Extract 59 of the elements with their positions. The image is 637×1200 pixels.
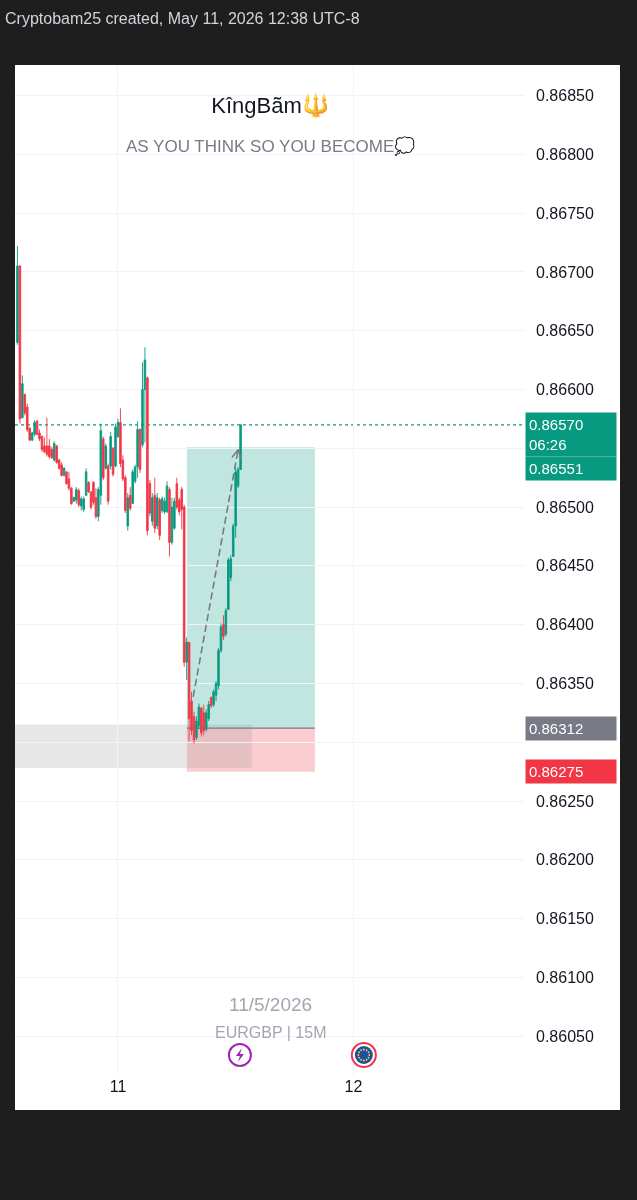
candlestick bbox=[21, 374, 24, 419]
candlestick bbox=[146, 376, 149, 536]
y-tick-label: 0.86800 bbox=[536, 145, 594, 163]
y-tick-label: 0.86650 bbox=[536, 322, 594, 340]
text: AS YOU THINK SO YOU BECOME💭 bbox=[126, 136, 416, 157]
candlestick bbox=[126, 492, 130, 532]
y-tick-label: 0.86250 bbox=[536, 792, 594, 810]
candlestick bbox=[77, 487, 80, 508]
text: 0.86275 bbox=[529, 763, 584, 780]
y-tick-label: 0.86050 bbox=[536, 1027, 594, 1045]
candlestick bbox=[109, 431, 112, 470]
candlestick bbox=[158, 497, 161, 541]
y-tick-label: 0.86500 bbox=[536, 498, 594, 516]
candlestick bbox=[209, 695, 213, 709]
candlestick bbox=[45, 417, 49, 457]
y-tick-label: 0.86450 bbox=[536, 557, 594, 575]
candlestick bbox=[200, 706, 203, 737]
x-tick-label: 11 bbox=[109, 1078, 127, 1095]
candlestick bbox=[60, 461, 63, 477]
candlestick bbox=[129, 486, 132, 512]
candlestick bbox=[222, 614, 225, 641]
y-tick-label: 0.86850 bbox=[536, 87, 594, 105]
candlestick bbox=[170, 497, 174, 546]
candlestick bbox=[168, 486, 171, 557]
y-tick-label: 0.86400 bbox=[536, 616, 594, 634]
candlestick bbox=[185, 637, 188, 681]
candlestick bbox=[53, 440, 56, 462]
candlestick bbox=[62, 466, 66, 477]
candlestick bbox=[151, 492, 154, 527]
y-tick-label: 0.86600 bbox=[536, 381, 594, 399]
y-tick-label: 0.86350 bbox=[536, 675, 594, 693]
y-tick-label: 0.86700 bbox=[536, 263, 594, 281]
ref-line-label: 0.86570 06:26 bbox=[529, 416, 584, 453]
x-tick-label: 12 bbox=[344, 1078, 363, 1095]
text: 0.86312 bbox=[529, 720, 584, 737]
candlestick bbox=[75, 486, 78, 505]
candlestick bbox=[33, 419, 36, 437]
text: KîngBãm🔱 bbox=[211, 92, 329, 118]
text: 0.86551 bbox=[529, 460, 584, 477]
y-tick-label: 0.86200 bbox=[536, 851, 594, 869]
candlestick bbox=[202, 704, 206, 736]
candlestick bbox=[187, 641, 191, 742]
candlestick bbox=[106, 463, 110, 506]
candlestick bbox=[82, 496, 85, 513]
candlestick bbox=[165, 480, 169, 514]
text: Cryptobam25 created, May 11, 2026 12:38 UTC-8 bbox=[5, 10, 360, 27]
y-tick-label: 0.86150 bbox=[536, 910, 594, 928]
candlestick bbox=[84, 467, 88, 496]
candlestick bbox=[79, 496, 83, 512]
candlestick bbox=[153, 477, 156, 534]
candlestick bbox=[160, 496, 164, 514]
y-tick-label: 0.86750 bbox=[536, 204, 594, 222]
candlestick bbox=[111, 446, 115, 477]
candlestick bbox=[143, 346, 147, 443]
candlestick bbox=[55, 444, 58, 465]
annotation: EURGBP | 15M bbox=[215, 1024, 327, 1041]
y-tick-label: 0.86100 bbox=[536, 969, 594, 987]
annotation: 11/5/2026 bbox=[229, 994, 313, 1015]
candlestick bbox=[131, 469, 134, 505]
